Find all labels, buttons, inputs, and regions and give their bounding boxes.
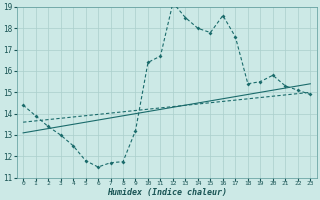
X-axis label: Humidex (Indice chaleur): Humidex (Indice chaleur) [107, 188, 227, 197]
